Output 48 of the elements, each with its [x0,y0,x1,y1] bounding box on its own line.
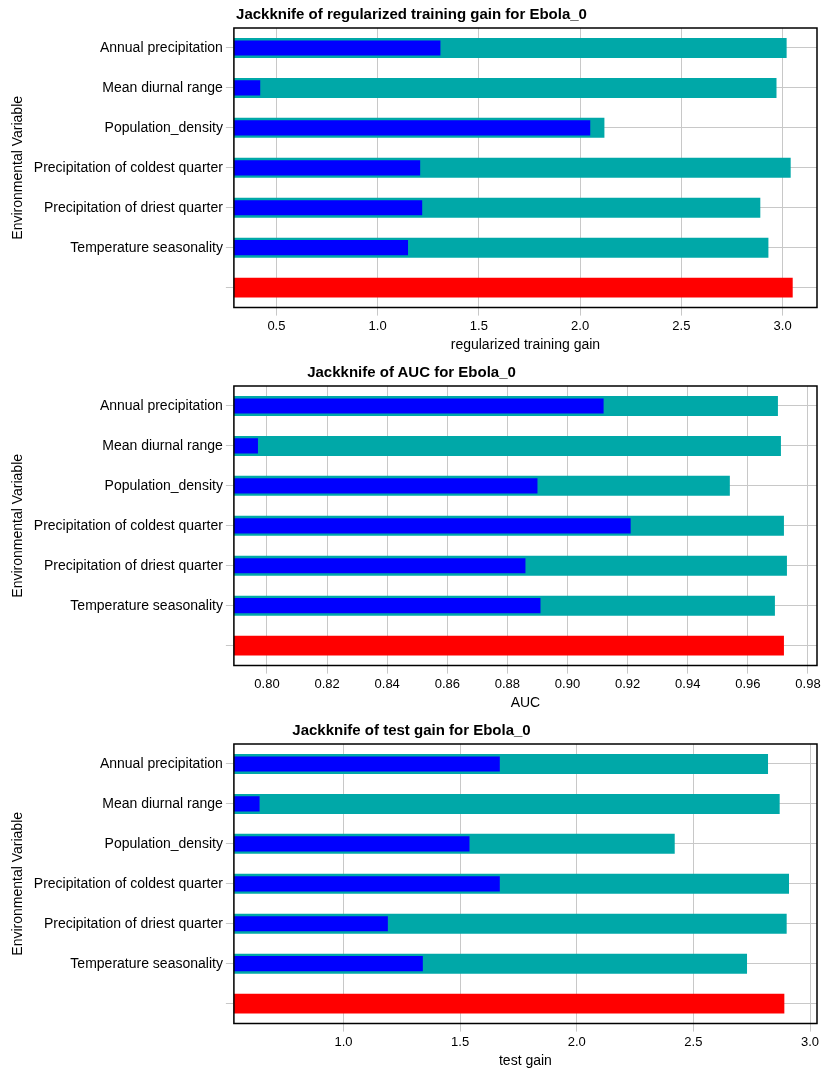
y-tick-label: Annual precipitation [99,396,223,413]
x-tick-label: 0.98 [795,675,821,691]
y-tick-label: Annual precipitation [99,38,223,55]
x-tick-label: 0.84 [374,675,400,691]
y-tick-label: Precipitation of driest quarter [43,198,224,215]
y-tick-label: Precipitation of coldest quarter [33,158,224,175]
y-tick-label: Precipitation of coldest quarter [33,874,224,891]
x-axis-title: test gain [498,1052,552,1069]
x-axis-title: AUC [510,694,541,711]
x-tick-label: 0.5 [267,317,286,333]
y-tick-label: Annual precipitation [99,754,223,771]
x-tick-label: 2.5 [684,1033,703,1049]
y-tick-label: Precipitation of driest quarter [43,914,224,931]
x-tick-label: 0.82 [314,675,340,691]
x-tick-label: 1.5 [469,317,488,333]
y-axis-title: Environmental Variable [9,811,26,956]
x-tick-label: 1.0 [368,317,387,333]
x-tick-label: 0.92 [614,675,641,691]
x-tick-label: 0.90 [554,675,581,691]
chart-title: Jackknife of AUC for Ebola_0 [307,363,516,381]
x-tick-label: 2.5 [672,317,691,333]
x-tick-label: 0.94 [675,675,701,691]
x-tick-label: 3.0 [800,1033,820,1049]
chart-title: Jackknife of test gain for Ebola_0 [292,721,531,739]
x-tick-label: 0.86 [434,675,460,691]
x-tick-label: 1.5 [451,1033,470,1049]
x-tick-label: 0.80 [254,675,280,691]
y-tick-label: Temperature seasonality [70,954,223,971]
x-tick-label: 1.0 [334,1033,353,1049]
chart-title: Jackknife of regularized training gain for Ebola_0 [236,5,587,23]
x-tick-label: 0.88 [494,675,521,691]
y-tick-label: Population_density [104,834,223,851]
y-tick-label: Mean diurnal range [102,78,224,95]
y-tick-label: Mean diurnal range [102,794,224,811]
y-tick-label: Mean diurnal range [102,436,224,453]
y-tick-label: Precipitation of driest quarter [43,556,224,573]
x-axis-title: regularized training gain [450,336,601,353]
y-tick-label: Population_density [104,118,223,135]
x-tick-label: 3.0 [773,317,792,333]
y-axis-title: Environmental Variable [9,95,26,240]
y-tick-label: Precipitation of coldest quarter [33,516,224,533]
y-axis-title: Environmental Variable [9,453,26,598]
x-tick-label: 2.0 [571,317,590,333]
y-tick-label: Temperature seasonality [70,596,223,613]
x-tick-label: 2.0 [567,1033,586,1049]
y-tick-label: Temperature seasonality [70,238,223,255]
y-tick-label: Population_density [104,476,223,493]
x-tick-label: 0.96 [735,675,761,691]
